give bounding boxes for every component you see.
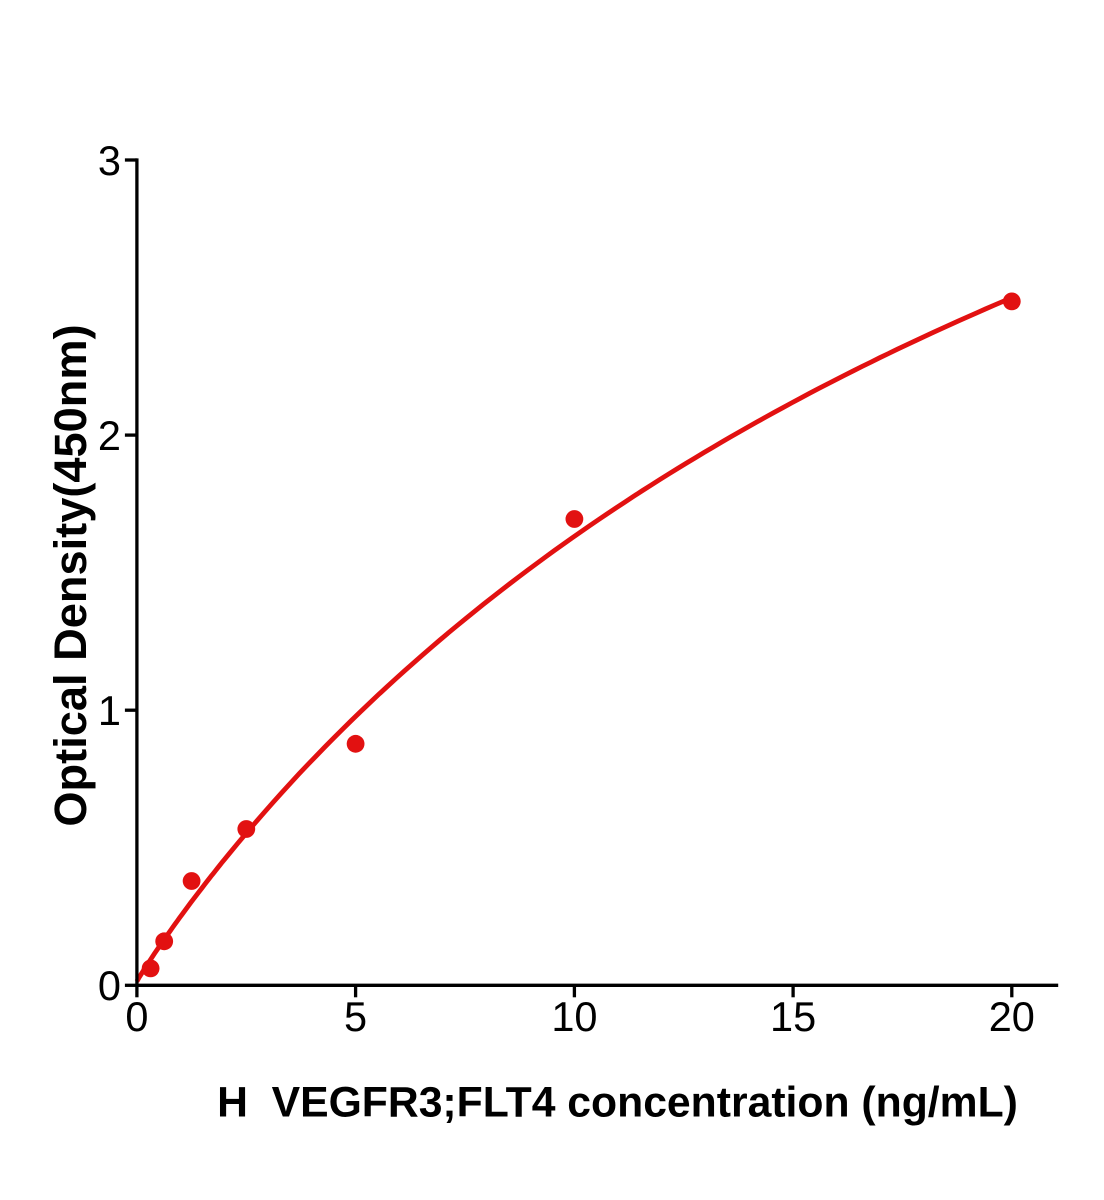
svg-text:H VEGFR3;FLT4 concentration (: H VEGFR3;FLT4 concentration (ng/mL) — [217, 1078, 1018, 1126]
svg-text:15: 15 — [770, 993, 816, 1040]
svg-text:Optical Density(450nm): Optical Density(450nm) — [45, 324, 96, 826]
svg-text:0: 0 — [98, 962, 121, 1009]
svg-text:1: 1 — [98, 687, 121, 734]
svg-text:10: 10 — [551, 993, 597, 1040]
svg-text:20: 20 — [989, 993, 1035, 1040]
svg-text:5: 5 — [344, 993, 367, 1040]
svg-text:2: 2 — [98, 412, 121, 459]
svg-text:3: 3 — [98, 137, 121, 184]
svg-text:0: 0 — [125, 993, 148, 1040]
